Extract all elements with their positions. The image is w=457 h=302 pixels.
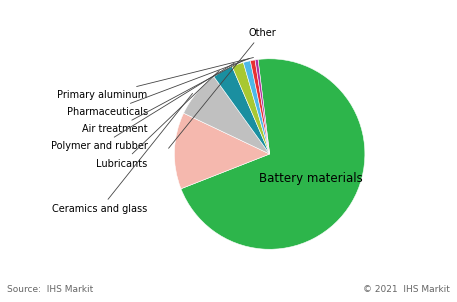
Text: Air treatment: Air treatment — [82, 60, 244, 134]
Wedge shape — [214, 66, 270, 154]
Wedge shape — [175, 113, 270, 189]
Wedge shape — [184, 77, 270, 154]
Text: Primary aluminum: Primary aluminum — [58, 57, 254, 100]
Text: Other: Other — [169, 28, 276, 148]
Wedge shape — [232, 63, 270, 154]
Text: Polymer and rubber: Polymer and rubber — [51, 63, 234, 151]
Text: Battery materials: Battery materials — [259, 172, 362, 185]
Text: Lubricants: Lubricants — [96, 71, 219, 169]
Wedge shape — [244, 61, 270, 154]
Wedge shape — [181, 59, 365, 249]
Text: Ceramics and glass: Ceramics and glass — [53, 93, 192, 214]
Wedge shape — [255, 59, 270, 154]
Text: Pharmaceuticals: Pharmaceuticals — [67, 59, 250, 117]
Text: © 2021  IHS Markit: © 2021 IHS Markit — [363, 285, 450, 294]
Text: Source:  IHS Markit: Source: IHS Markit — [7, 285, 93, 294]
Wedge shape — [250, 60, 270, 154]
Text: World consumption of lithium—2020: World consumption of lithium—2020 — [7, 11, 307, 26]
